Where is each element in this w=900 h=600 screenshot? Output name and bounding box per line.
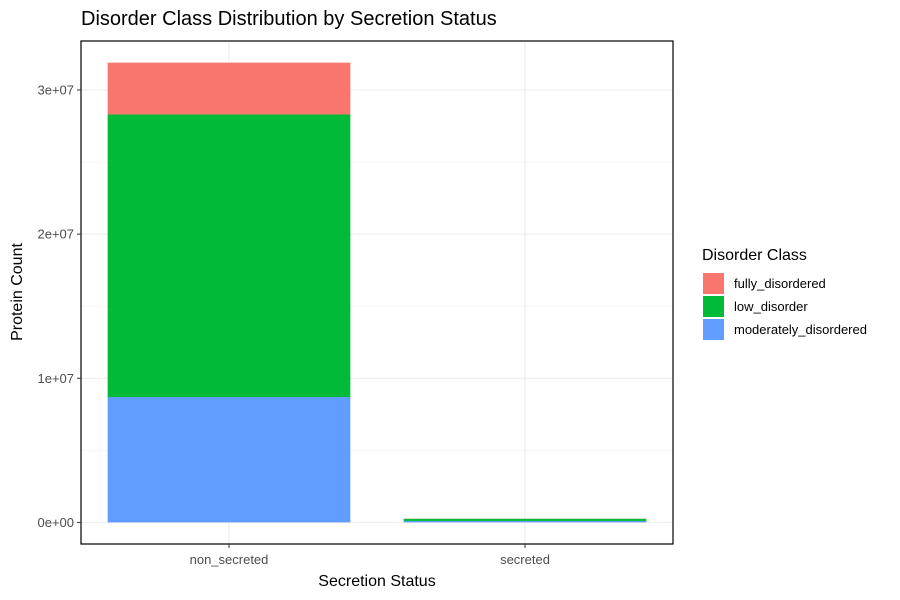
y-tick-label: 1e+07 <box>37 371 74 386</box>
legend: Disorder Class fully_disordered low_disor… <box>702 247 867 340</box>
y-tick-label: 0e+00 <box>37 515 74 530</box>
legend-title: Disorder Class <box>702 247 807 264</box>
legend-label-fully_disordered: fully_disordered <box>734 276 826 291</box>
legend-swatch-fully_disordered <box>703 273 724 294</box>
y-tick-label: 3e+07 <box>37 83 74 98</box>
bar-non_secreted-moderately_disordered <box>107 396 351 523</box>
bar-secreted-moderately_disordered <box>403 520 647 523</box>
panel-border <box>80 40 674 545</box>
y-axis-title: Protein Count <box>9 243 26 341</box>
x-axis-title: Secretion Status <box>318 573 435 590</box>
legend-swatch-low_disorder <box>703 296 724 317</box>
bar-non_secreted-fully_disordered <box>107 62 351 115</box>
chart-title: Disorder Class Distribution by Secretion… <box>81 8 497 30</box>
bars <box>107 62 647 523</box>
legend-label-moderately_disordered: moderately_disordered <box>734 322 867 337</box>
legend-swatch-moderately_disordered <box>703 319 724 340</box>
bar-secreted-low_disorder <box>403 518 647 521</box>
legend-items: fully_disordered low_disorder moderately_d… <box>703 273 867 340</box>
y-axis-ticks: 0e+00 1e+07 2e+07 3e+07 <box>37 83 81 530</box>
x-tick-label: secreted <box>500 552 550 567</box>
x-tick-label: non_secreted <box>190 552 269 567</box>
x-axis-ticks: non_secreted secreted <box>190 544 550 567</box>
bar-non_secreted-low_disorder <box>107 114 351 397</box>
y-tick-label: 2e+07 <box>37 227 74 242</box>
legend-label-low_disorder: low_disorder <box>734 299 808 314</box>
plot-panel <box>80 40 674 545</box>
